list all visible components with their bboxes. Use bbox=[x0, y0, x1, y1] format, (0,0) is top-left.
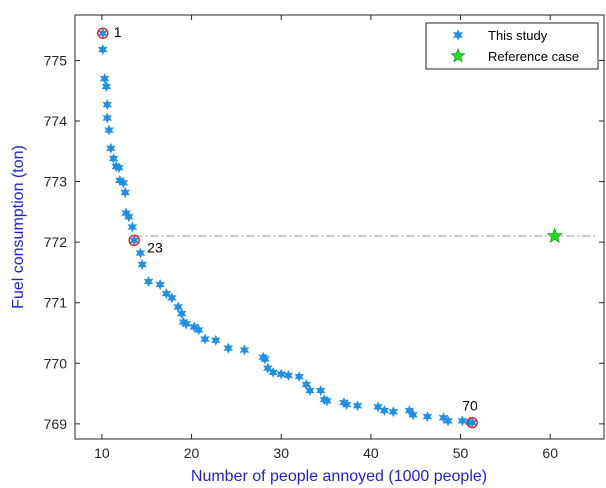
data-point bbox=[120, 186, 131, 199]
y-tick-label: 770 bbox=[44, 355, 68, 371]
y-axis-ticks: 769 770 771 772 773 774 775 bbox=[44, 52, 604, 432]
highlight-circle bbox=[97, 27, 109, 39]
data-point bbox=[239, 344, 250, 356]
data-point bbox=[315, 384, 326, 397]
data-point bbox=[189, 321, 200, 333]
y-tick-label: 774 bbox=[44, 113, 68, 129]
reference-point-group bbox=[546, 227, 563, 244]
data-point bbox=[102, 99, 113, 111]
legend-label-this-study: This study bbox=[488, 28, 548, 43]
data-point bbox=[99, 73, 110, 85]
legend-label-reference-case: Reference case bbox=[488, 49, 579, 64]
data-point bbox=[408, 409, 418, 421]
legend-marker-this-study bbox=[453, 29, 463, 41]
x-axis-ticks: 10 20 30 40 50 60 bbox=[94, 15, 558, 461]
data-point bbox=[161, 288, 172, 300]
y-tick-label: 771 bbox=[44, 295, 68, 311]
data-point bbox=[260, 353, 270, 365]
data-point bbox=[457, 415, 468, 427]
data-point bbox=[404, 404, 415, 417]
data-point bbox=[104, 124, 114, 136]
data-point bbox=[268, 366, 278, 378]
legend: This study Reference case bbox=[425, 22, 599, 70]
x-tick-label: 60 bbox=[542, 445, 558, 461]
data-point bbox=[137, 259, 148, 271]
legend-star-reference bbox=[450, 47, 466, 63]
data-point bbox=[123, 211, 134, 223]
data-point bbox=[422, 411, 433, 423]
data-point bbox=[262, 362, 273, 374]
data-point bbox=[294, 371, 304, 383]
point-annotation: 23 bbox=[147, 239, 163, 255]
data-point bbox=[108, 153, 119, 165]
data-point bbox=[373, 401, 383, 413]
data-point bbox=[101, 80, 112, 93]
x-tick-label: 20 bbox=[184, 445, 200, 461]
x-tick-label: 30 bbox=[273, 445, 289, 461]
x-tick-label: 10 bbox=[94, 445, 110, 461]
data-point bbox=[135, 247, 146, 259]
y-tick-label: 773 bbox=[44, 174, 68, 190]
x-axis-label: Number of people annoyed (1000 people) bbox=[191, 468, 487, 485]
data-point bbox=[443, 415, 453, 427]
point-annotation: 70 bbox=[462, 398, 478, 414]
highlight-circle bbox=[128, 234, 140, 247]
data-point bbox=[210, 334, 221, 346]
data-point bbox=[102, 112, 113, 124]
data-point bbox=[176, 308, 187, 320]
data-point bbox=[352, 400, 363, 412]
data-point bbox=[143, 275, 154, 288]
highlighted-points: 1 23 70 bbox=[97, 24, 478, 429]
data-point bbox=[276, 368, 287, 380]
legend-star-this-study bbox=[453, 29, 463, 41]
data-point bbox=[283, 369, 294, 381]
data-point bbox=[167, 292, 177, 304]
data-point bbox=[305, 384, 315, 397]
data-point bbox=[341, 398, 352, 411]
data-point bbox=[127, 221, 138, 233]
data-point bbox=[322, 395, 332, 407]
data-point bbox=[193, 324, 204, 336]
plot-area bbox=[74, 14, 605, 440]
data-point bbox=[223, 342, 234, 354]
y-tick-label: 775 bbox=[44, 52, 68, 68]
data-point bbox=[200, 333, 210, 345]
data-point bbox=[118, 177, 129, 189]
legend-marker-reference-case bbox=[450, 47, 466, 63]
data-point bbox=[181, 318, 191, 330]
y-tick-label: 772 bbox=[44, 234, 68, 250]
data-point bbox=[114, 162, 124, 174]
x-tick-label: 50 bbox=[453, 445, 469, 461]
data-point bbox=[379, 404, 390, 417]
data-points bbox=[97, 27, 478, 429]
data-point bbox=[155, 278, 165, 291]
data-point bbox=[97, 43, 108, 56]
y-axis-label: Fuel consumption (ton) bbox=[10, 145, 27, 309]
x-tick-label: 40 bbox=[363, 445, 379, 461]
data-point bbox=[438, 412, 449, 424]
point-annotation: 1 bbox=[114, 24, 122, 40]
data-point bbox=[388, 406, 399, 418]
reference-point bbox=[546, 227, 563, 244]
data-point bbox=[106, 142, 116, 154]
highlight-circle bbox=[466, 416, 478, 429]
y-tick-label: 769 bbox=[44, 416, 68, 432]
